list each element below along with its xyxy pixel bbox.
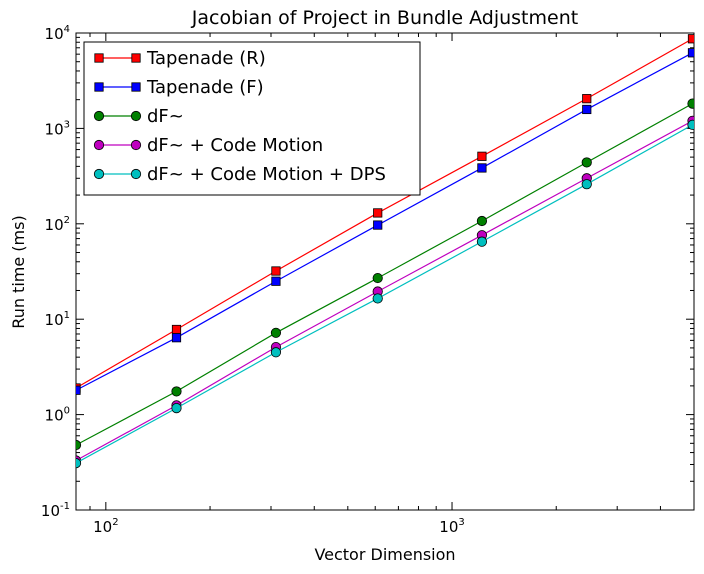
data-point bbox=[687, 98, 694, 109]
data-point bbox=[687, 48, 694, 58]
data-point bbox=[373, 208, 383, 218]
data-point bbox=[581, 157, 592, 168]
data-point bbox=[76, 439, 82, 451]
data-point bbox=[476, 215, 488, 227]
series-3 bbox=[76, 98, 694, 451]
data-point bbox=[171, 386, 182, 397]
y-tick-label: 103 bbox=[45, 119, 70, 138]
legend: Tapenade (R) Tapenade (F) dF~ dF~ + Code Mo… bbox=[83, 41, 421, 196]
legend-marker bbox=[93, 168, 105, 180]
data-point bbox=[171, 333, 182, 343]
legend-label: Tapenade (F) bbox=[146, 77, 264, 98]
x-axis-label: Vector Dimension bbox=[314, 545, 455, 564]
data-point bbox=[270, 327, 282, 338]
data-point bbox=[271, 276, 281, 286]
y-axis-label: Run time (ms) bbox=[9, 215, 28, 328]
legend-marker bbox=[93, 110, 105, 122]
data-point bbox=[476, 236, 488, 247]
data-point bbox=[76, 385, 81, 395]
ticks-layer: 102 103 10-1 100 101 102 103 104 bbox=[41, 24, 694, 536]
data-point bbox=[687, 34, 694, 44]
legend-marker bbox=[94, 82, 104, 92]
data-point bbox=[271, 266, 281, 276]
data-point bbox=[687, 119, 694, 130]
data-point bbox=[270, 347, 282, 358]
series-2 bbox=[76, 48, 694, 395]
series-5 bbox=[76, 119, 694, 469]
legend-marker bbox=[93, 139, 105, 151]
y-tick-label: 104 bbox=[45, 24, 70, 43]
legend-marker bbox=[130, 139, 142, 151]
legend-marker bbox=[94, 53, 104, 63]
y-tick-label: 101 bbox=[45, 310, 70, 329]
data-point bbox=[373, 220, 383, 230]
legend-label: dF~ + Code Motion + DPS bbox=[147, 164, 386, 185]
legend-label: dF~ + Code Motion bbox=[147, 135, 323, 156]
chart-title: Jacobian of Project in Bundle Adjustment bbox=[191, 7, 578, 29]
y-tick-label: 100 bbox=[45, 406, 70, 425]
data-point bbox=[76, 458, 82, 469]
data-point bbox=[372, 293, 383, 304]
data-point bbox=[171, 324, 182, 335]
data-point bbox=[477, 163, 487, 173]
data-point bbox=[582, 94, 592, 104]
y-tick-label: 10-1 bbox=[41, 501, 70, 520]
y-tick-label: 102 bbox=[45, 215, 70, 234]
legend-marker bbox=[131, 82, 141, 92]
data-point bbox=[581, 179, 592, 190]
data-point bbox=[372, 272, 383, 284]
legend-marker bbox=[131, 53, 141, 63]
x-tick-label: 103 bbox=[439, 517, 464, 536]
data-point bbox=[477, 151, 487, 161]
legend-marker bbox=[130, 168, 142, 180]
data-point bbox=[582, 104, 592, 115]
data-point bbox=[171, 402, 182, 414]
plot-frame bbox=[75, 32, 695, 511]
series-layer bbox=[76, 34, 694, 469]
x-tick-label: 102 bbox=[93, 517, 118, 536]
legend-label: dF~ bbox=[147, 106, 184, 127]
legend-marker bbox=[130, 110, 142, 122]
legend-label: Tapenade (R) bbox=[146, 48, 266, 69]
